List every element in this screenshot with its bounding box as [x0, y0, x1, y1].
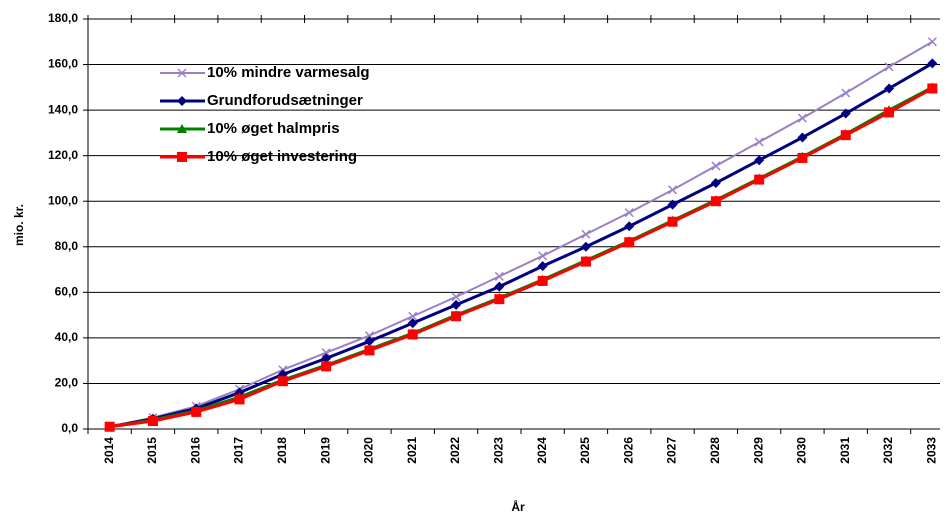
- marker: [407, 329, 418, 340]
- series-line: [109, 62, 934, 429]
- marker: [884, 83, 895, 94]
- marker: [580, 241, 591, 252]
- x-tick-label: 2027: [665, 437, 679, 464]
- y-axis-title: mio. kr.: [12, 204, 26, 246]
- marker: [407, 318, 418, 329]
- marker: [667, 199, 678, 210]
- marker: [177, 96, 187, 106]
- marker: [667, 216, 678, 227]
- marker: [711, 161, 721, 171]
- marker: [177, 152, 187, 162]
- marker: [494, 294, 505, 305]
- marker: [408, 311, 418, 321]
- marker: [191, 406, 202, 417]
- y-tick-label: 120,0: [48, 148, 78, 162]
- x-tick-label: 2020: [362, 437, 376, 464]
- series-line: [109, 40, 933, 428]
- marker: [797, 113, 807, 123]
- marker: [537, 275, 548, 286]
- marker: [494, 281, 505, 292]
- marker: [580, 256, 591, 267]
- marker: [841, 88, 851, 98]
- marker: [364, 345, 375, 356]
- x-tick-label: 2029: [751, 437, 765, 464]
- x-tick-label: 2025: [578, 437, 592, 464]
- x-tick-label: 2033: [925, 437, 939, 464]
- y-tick-label: 40,0: [55, 330, 79, 344]
- marker: [581, 229, 591, 239]
- x-tick-label: 2017: [232, 437, 246, 464]
- x-tick-label: 2023: [492, 437, 506, 464]
- marker: [927, 37, 937, 47]
- y-tick-label: 20,0: [55, 376, 79, 390]
- marker: [177, 68, 187, 78]
- marker: [321, 348, 331, 358]
- x-tick-label: 2015: [145, 437, 159, 464]
- x-tick-label: 2028: [708, 437, 722, 464]
- y-tick-label: 80,0: [55, 239, 79, 253]
- marker: [624, 208, 634, 218]
- marker: [754, 155, 765, 166]
- marker: [668, 185, 678, 195]
- marker: [538, 251, 548, 261]
- legend: 10% mindre varmesalg Grundforudsætninger 1…: [160, 64, 370, 165]
- x-tick-label: 2032: [881, 437, 895, 464]
- marker: [840, 108, 851, 119]
- marker: [451, 292, 461, 302]
- marker: [927, 58, 938, 69]
- marker: [884, 107, 895, 118]
- marker: [277, 376, 288, 387]
- y-tick-label: 0,0: [61, 421, 78, 435]
- marker: [710, 196, 721, 207]
- x-tick-label: 2016: [188, 437, 202, 464]
- x-tick-label: 2024: [535, 437, 549, 464]
- x-tick-label: 2022: [448, 437, 462, 464]
- marker: [840, 130, 851, 141]
- y-tick-label: 180,0: [48, 11, 78, 25]
- x-axis-title: År: [511, 499, 525, 514]
- legend-label: 10% øget investering: [207, 148, 357, 165]
- series-line: [109, 86, 934, 429]
- legend-label: 10% mindre varmesalg: [207, 64, 370, 81]
- marker: [364, 336, 375, 347]
- marker: [624, 237, 635, 248]
- marker: [710, 178, 721, 188]
- marker: [104, 421, 115, 432]
- x-tick-label: 2014: [102, 437, 116, 464]
- x-tick-label: 2019: [318, 437, 332, 464]
- marker: [321, 353, 332, 364]
- marker: [234, 394, 245, 405]
- marker: [147, 416, 158, 427]
- marker: [321, 361, 332, 372]
- marker: [451, 299, 462, 310]
- marker: [884, 62, 894, 72]
- legend-label: Grundforudsætninger: [207, 92, 363, 109]
- marker: [494, 271, 504, 281]
- marker: [624, 221, 635, 232]
- legend-label: 10% øget halmpris: [207, 120, 340, 137]
- marker: [797, 132, 808, 143]
- y-tick-label: 140,0: [48, 102, 78, 116]
- y-tick-label: 160,0: [48, 57, 78, 71]
- y-tick-label: 100,0: [48, 193, 78, 207]
- marker: [754, 137, 764, 147]
- x-tick-label: 2031: [838, 437, 852, 464]
- marker: [364, 331, 374, 341]
- x-tick-label: 2030: [795, 437, 809, 464]
- marker: [451, 311, 462, 322]
- series-line: [109, 87, 934, 429]
- marker: [537, 261, 548, 272]
- x-tick-label: 2018: [275, 437, 289, 464]
- x-tick-label: 2026: [621, 437, 635, 464]
- y-tick-label: 60,0: [55, 285, 79, 299]
- marker: [797, 152, 808, 163]
- marker: [177, 124, 187, 133]
- marker: [927, 83, 938, 94]
- marker: [754, 174, 765, 185]
- x-tick-label: 2021: [405, 437, 419, 464]
